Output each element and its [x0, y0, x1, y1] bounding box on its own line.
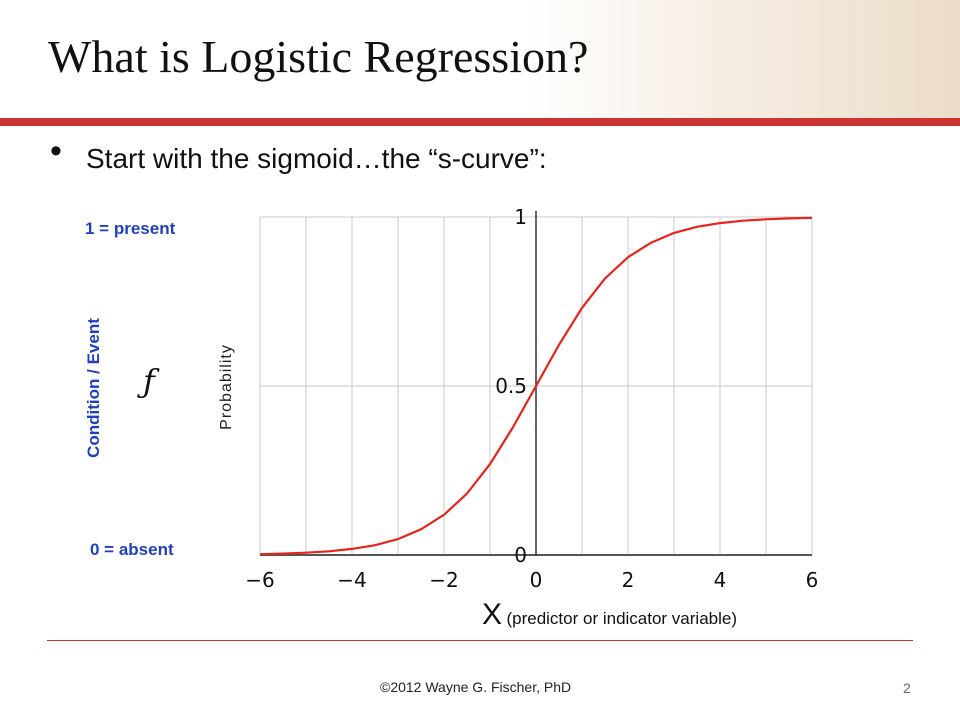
x-tick-label: −2 [429, 568, 458, 592]
absent-label: 0 = absent [90, 540, 174, 559]
slide-title: What is Logistic Regression? [48, 31, 589, 82]
x-tick-label: 0 [530, 568, 543, 592]
sigmoid-curve [259, 216, 813, 556]
x-tick-label: 6 [806, 568, 819, 592]
function-symbol: ƒ [143, 362, 155, 400]
footer-rule [47, 640, 913, 641]
bullet-text: Start with the sigmoid…the “s-curve”: [86, 143, 547, 174]
x-tick-label: 2 [622, 568, 635, 592]
copyright-text: ©2012 Wayne G. Fischer, PhD [380, 679, 572, 695]
x-axis-label: X (predictor or indicator variable) [482, 598, 737, 632]
condition-event-label: Condition / Event [84, 318, 103, 458]
y-tick-label: 0.5 [495, 374, 527, 398]
title-rule [0, 118, 960, 126]
chart-tick-labels: −6 −4 −2 0 2 4 6 0 0.5 1 [245, 205, 818, 592]
x-tick-label: −6 [245, 568, 274, 592]
y-tick-label: 1 [514, 205, 527, 229]
present-label: 1 = present [85, 219, 176, 238]
x-variable-description: (predictor or indicator variable) [506, 609, 738, 628]
x-tick-label: 4 [714, 568, 727, 592]
header-band [0, 0, 960, 118]
page-number: 2 [903, 680, 911, 696]
sigmoid-chart: −6 −4 −2 0 2 4 6 0 0.5 1 [245, 205, 818, 592]
x-variable-symbol: X [482, 598, 503, 631]
bullet-icon: • [50, 132, 62, 170]
chart-axes [260, 211, 812, 556]
y-tick-label: 0 [514, 543, 527, 567]
x-tick-label: −4 [337, 568, 366, 592]
